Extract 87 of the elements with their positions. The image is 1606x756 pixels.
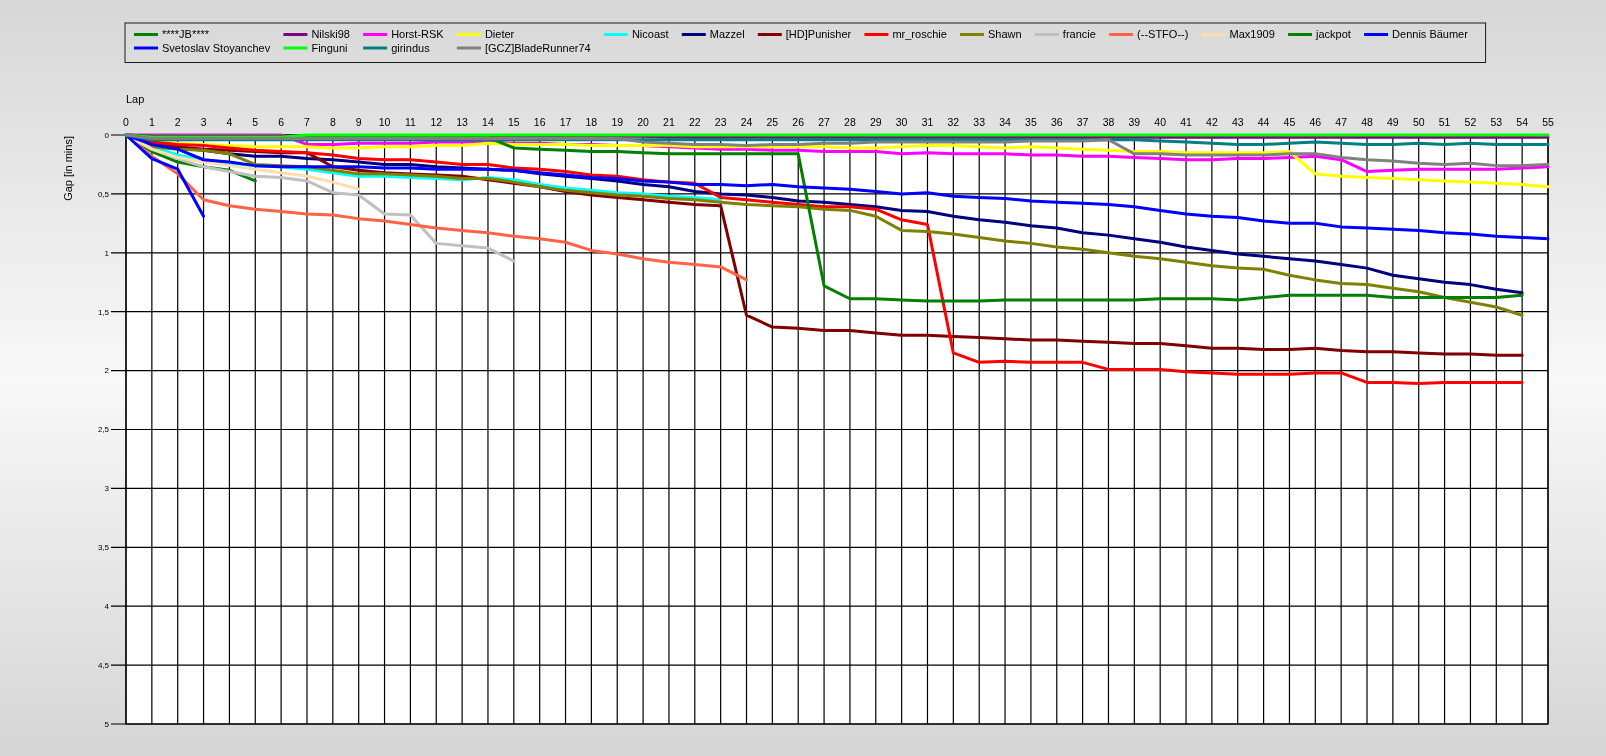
x-tick-label: 33 bbox=[973, 115, 986, 128]
x-tick-label: 11 bbox=[404, 115, 417, 128]
x-tick-label: 16 bbox=[533, 115, 546, 128]
legend-label: [GCZ]BladeRunner74 bbox=[484, 41, 591, 54]
legend-label: Svetoslav Stoyanchev bbox=[162, 41, 271, 54]
x-tick-label: 48 bbox=[1361, 115, 1374, 128]
x-tick-label: 17 bbox=[559, 115, 572, 128]
x-tick-label: 24 bbox=[740, 115, 753, 128]
x-tick-label: 36 bbox=[1050, 115, 1063, 128]
x-tick-label: 5 bbox=[252, 115, 259, 128]
x-tick-label: 51 bbox=[1438, 115, 1451, 128]
x-tick-label: 28 bbox=[844, 115, 856, 128]
legend-label: Mazzel bbox=[709, 28, 745, 41]
x-tick-label: 1 bbox=[148, 115, 155, 128]
legend-label: ****JB**** bbox=[162, 28, 210, 41]
x-tick-label: 18 bbox=[585, 115, 598, 128]
x-tick-label: 8 bbox=[329, 115, 336, 128]
x-tick-label: 37 bbox=[1076, 115, 1089, 128]
legend-label: Dennis Bäumer bbox=[1392, 28, 1469, 41]
x-tick-label: 38 bbox=[1102, 115, 1115, 128]
x-tick-label: 49 bbox=[1387, 115, 1399, 128]
legend-label: Nicoast bbox=[631, 28, 669, 41]
x-tick-label: 53 bbox=[1490, 115, 1503, 128]
x-tick-label: 45 bbox=[1283, 115, 1296, 128]
legend-label: Nilski98 bbox=[311, 28, 350, 41]
x-tick-label: 32 bbox=[947, 115, 960, 128]
x-tick-label: 21 bbox=[663, 115, 675, 128]
y-tick-label: 2,5 bbox=[97, 425, 110, 435]
legend-label: Shawn bbox=[988, 28, 1022, 41]
y-tick-label: 3 bbox=[104, 484, 110, 494]
x-tick-label: 35 bbox=[1025, 115, 1037, 128]
x-tick-label: 23 bbox=[714, 115, 727, 128]
x-axis-title: Lap bbox=[126, 92, 145, 105]
x-tick-label: 31 bbox=[921, 115, 934, 128]
x-tick-label: 42 bbox=[1206, 115, 1218, 128]
x-tick-label: 2 bbox=[174, 115, 181, 128]
y-tick-label: 5 bbox=[104, 719, 110, 729]
y-tick-label: 4 bbox=[104, 602, 110, 611]
x-tick-label: 46 bbox=[1309, 115, 1322, 128]
x-tick-label: 34 bbox=[999, 115, 1012, 128]
x-tick-label: 47 bbox=[1335, 115, 1348, 128]
x-tick-label: 50 bbox=[1412, 115, 1425, 128]
x-tick-label: 44 bbox=[1257, 115, 1270, 128]
y-tick-label: 2 bbox=[104, 366, 110, 376]
y-tick-label: 4,5 bbox=[97, 660, 110, 670]
legend-label: Finguni bbox=[311, 41, 348, 54]
legend-label: girindus bbox=[391, 41, 431, 54]
x-tick-label: 7 bbox=[304, 115, 311, 128]
y-tick-label: 3,5 bbox=[97, 543, 110, 553]
x-tick-label: 27 bbox=[818, 115, 831, 128]
x-tick-label: 20 bbox=[637, 115, 650, 128]
x-tick-label: 10 bbox=[378, 115, 391, 128]
legend-label: mr_roschie bbox=[892, 28, 947, 41]
legend-label: (--STFO--) bbox=[1137, 28, 1189, 41]
x-tick-label: 29 bbox=[869, 115, 882, 128]
y-tick-label: 0 bbox=[104, 130, 110, 140]
legend-label: Dieter bbox=[484, 28, 515, 41]
x-tick-label: 43 bbox=[1231, 115, 1244, 128]
x-tick-label: 19 bbox=[611, 115, 624, 128]
x-tick-label: 55 bbox=[1542, 115, 1554, 128]
legend-label: [HD]Punisher bbox=[785, 28, 852, 41]
y-axis-title: Gap [in mins] bbox=[61, 136, 74, 201]
y-tick-label: 0,5 bbox=[97, 189, 110, 199]
x-tick-label: 30 bbox=[895, 115, 908, 128]
x-tick-label: 41 bbox=[1180, 115, 1193, 128]
x-tick-label: 39 bbox=[1128, 115, 1141, 128]
x-tick-label: 12 bbox=[430, 115, 443, 128]
x-tick-label: 22 bbox=[688, 115, 701, 128]
x-tick-label: 15 bbox=[507, 115, 520, 128]
x-tick-label: 3 bbox=[200, 115, 207, 128]
x-tick-label: 13 bbox=[456, 115, 469, 128]
x-tick-label: 52 bbox=[1464, 115, 1477, 128]
y-tick-label: 1,5 bbox=[97, 307, 110, 317]
x-tick-label: 54 bbox=[1516, 115, 1529, 128]
y-tick-label: 1 bbox=[104, 248, 110, 258]
legend-label: jackpot bbox=[1315, 28, 1351, 41]
x-tick-label: 14 bbox=[482, 115, 494, 128]
x-tick-label: 4 bbox=[226, 115, 233, 128]
legend-label: Horst-RSK bbox=[391, 28, 445, 41]
legend-label: Max1909 bbox=[1229, 28, 1275, 41]
x-tick-label: 40 bbox=[1154, 115, 1167, 128]
x-tick-label: 0 bbox=[123, 115, 130, 128]
x-tick-label: 26 bbox=[792, 115, 805, 128]
x-tick-label: 9 bbox=[355, 115, 362, 128]
legend-label: francie bbox=[1062, 28, 1096, 41]
x-tick-label: 6 bbox=[278, 115, 285, 128]
x-tick-label: 25 bbox=[766, 115, 779, 128]
